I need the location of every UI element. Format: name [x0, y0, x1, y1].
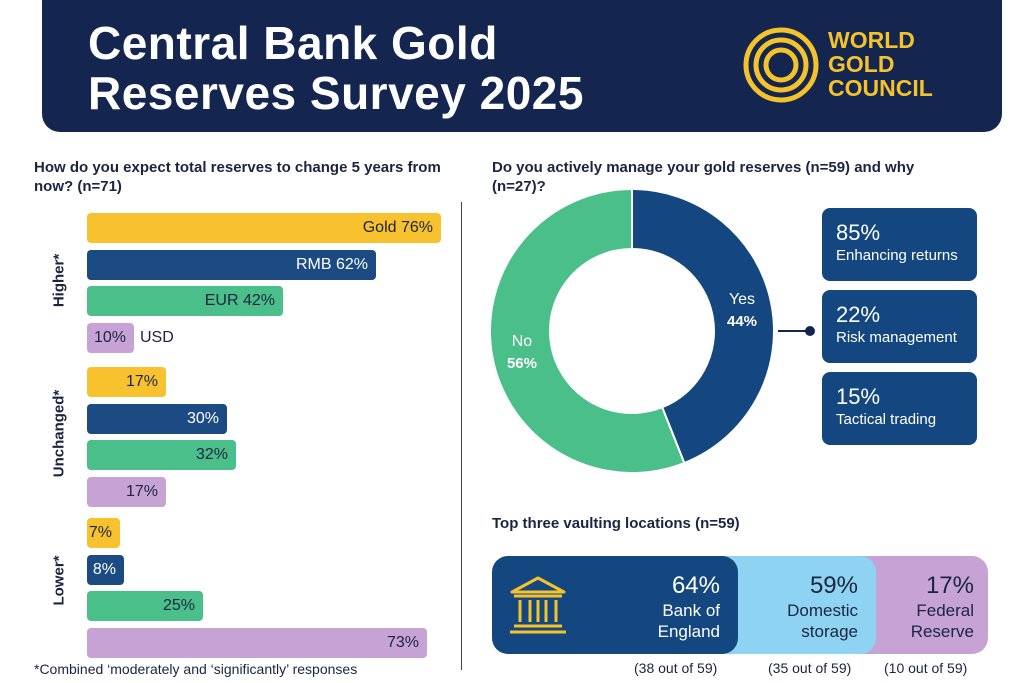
reason-label: Risk management [836, 329, 957, 346]
bar-unchanged-usd [87, 477, 166, 507]
bar-value-label: 7% [88, 524, 112, 541]
footnote: *Combined ‘moderately and ‘significantly… [34, 661, 358, 677]
bar-unchanged-eur [87, 440, 236, 470]
donut-slice-no [489, 188, 686, 474]
vault-name-line-2: Reserve [910, 622, 974, 641]
vault-name-line-2: England [657, 622, 720, 641]
donut-slice-label: Yes [729, 291, 755, 308]
reason-card-risk-management: 22% Risk management [822, 290, 977, 363]
bar-value-label: 8% [92, 561, 116, 578]
vault-count-bank-of-england: (38 out of 59) [634, 660, 718, 676]
logo-wordmark: WORLD GOLD COUNCIL [828, 28, 933, 100]
reason-label: Tactical trading [836, 411, 937, 428]
connector-line [778, 326, 815, 336]
bank-building-icon [510, 576, 566, 634]
world-gold-council-logo-icon [743, 27, 819, 103]
logo-line-1: WORLD [828, 27, 915, 53]
vault-pct: 17% [925, 572, 974, 599]
bar-outside-label: USD [140, 329, 174, 346]
bar-unchanged-gold [87, 367, 166, 397]
vault-name-line-1: Federal [916, 601, 974, 620]
vaulting-locations-title: Top three vaulting locations (n=59) [492, 515, 740, 532]
bar-value-label: 30% [186, 410, 219, 427]
vault-pct: 59% [809, 572, 858, 599]
title-line-1: Central Bank Gold [88, 17, 498, 69]
bar-higher-rmb [87, 250, 376, 280]
donut-slice-value: 44% [727, 313, 757, 330]
reason-label: Enhancing returns [836, 247, 958, 264]
gold-management-question: Do you actively manage your gold reserve… [492, 159, 915, 195]
bar-lower-rmb [87, 555, 124, 585]
vault-count-domestic-storage: (35 out of 59) [768, 660, 852, 676]
reason-card-tactical-trading: 15% Tactical trading [822, 372, 977, 445]
panel-divider [461, 202, 462, 670]
gold-management-donut-chart: Yes 44% No 56% [489, 188, 775, 474]
bar-value-label: 32% [195, 446, 228, 463]
vault-label-bank-of-england: 64% Bank of England [620, 572, 720, 642]
bar-lower-gold [87, 518, 120, 548]
bar-higher-gold [87, 213, 441, 243]
group-label-lower: Lower* [50, 555, 68, 606]
vault-count-federal-reserve: (10 out of 59) [884, 660, 968, 676]
bar-value-label: 25% [162, 597, 195, 614]
vault-label-domestic-storage: 59% Domestic storage [756, 572, 858, 642]
bar-value-label: 10% [93, 329, 126, 346]
bar-higher-usd [87, 323, 134, 353]
bar-value-label: 73% [386, 634, 419, 651]
logo-line-2: GOLD [828, 51, 895, 77]
bar-value-label: 17% [125, 483, 158, 500]
vault-name-line-2: storage [801, 622, 858, 641]
vault-name-line-1: Domestic [787, 601, 858, 620]
bar-value-label: Gold 76% [362, 219, 433, 236]
vault-segment-bank-of-england [492, 556, 738, 654]
header-banner: Central Bank Gold Reserves Survey 2025 W… [42, 0, 1002, 132]
donut-slice-yes [631, 188, 775, 465]
bar-value-label: EUR 42% [204, 292, 275, 309]
title-line-2: Reserves Survey 2025 [88, 67, 584, 119]
donut-slice-label: No [512, 333, 533, 350]
bar-lower-eur [87, 591, 203, 621]
donut-slice-value: 56% [507, 355, 537, 372]
reason-pct: 85% [836, 220, 881, 245]
group-label-unchanged: Unchanged* [50, 389, 68, 478]
reason-card-enhancing-returns: 85% Enhancing returns [822, 208, 977, 281]
vault-label-federal-reserve: 17% Federal Reserve [880, 572, 974, 642]
vault-name-line-1: Bank of [662, 601, 720, 620]
group-label-higher: Higher* [50, 253, 68, 308]
vault-pct: 64% [671, 572, 720, 599]
bar-value-label: 17% [125, 373, 158, 390]
reason-pct: 22% [836, 302, 881, 327]
page-title: Central Bank Gold Reserves Survey 2025 [88, 18, 584, 118]
bar-higher-eur [87, 286, 283, 316]
reserves-change-question: How do you expect total reserves to chan… [34, 159, 441, 195]
reason-pct: 15% [836, 384, 881, 409]
bar-value-label: RMB 62% [295, 256, 368, 273]
logo-line-3: COUNCIL [828, 75, 933, 101]
bar-lower-usd [87, 628, 427, 658]
bar-unchanged-rmb [87, 404, 227, 434]
